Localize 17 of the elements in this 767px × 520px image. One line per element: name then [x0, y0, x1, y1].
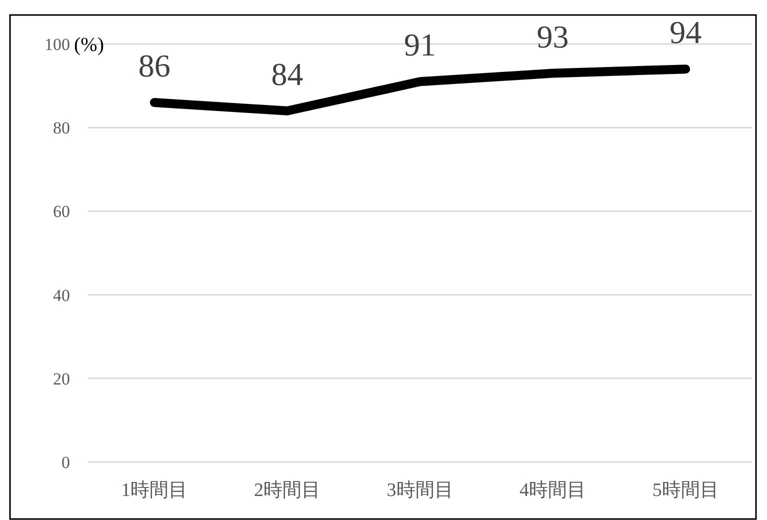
y-tick-label: 0	[62, 453, 70, 472]
y-tick-label: 40	[53, 286, 70, 305]
data-label: 86	[138, 48, 170, 84]
data-label: 94	[670, 14, 702, 50]
x-tick-label: 2時間目	[254, 480, 320, 501]
y-axis-title: (%)	[74, 34, 104, 56]
data-label: 93	[536, 18, 569, 54]
x-tick-label: 4時間目	[520, 480, 586, 501]
x-tick-label: 1時間目	[121, 480, 188, 501]
y-tick-label: 60	[53, 202, 70, 222]
data-label: 84	[271, 56, 304, 92]
y-tick-label: 100	[44, 35, 70, 54]
x-tick-label: 3時間目	[386, 480, 454, 501]
data-label: 91	[404, 26, 436, 63]
x-tick-label: 5時間目	[652, 480, 719, 501]
y-tick-label: 20	[53, 369, 70, 388]
y-tick-label: 80	[53, 118, 70, 138]
